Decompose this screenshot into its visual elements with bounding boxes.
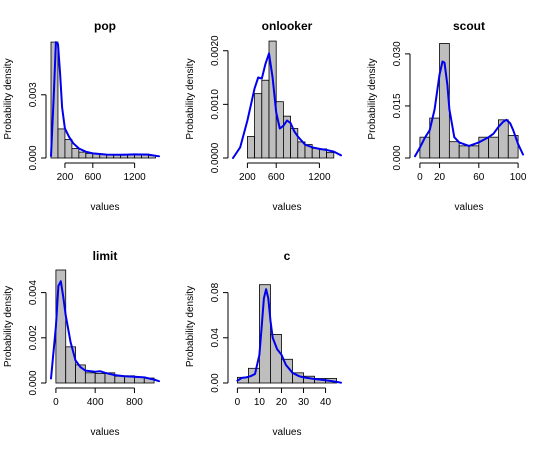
histogram-bar: [94, 373, 106, 384]
x-axis-label: values: [273, 427, 302, 438]
x-axis-label: values: [91, 427, 120, 438]
histogram-bar: [311, 147, 320, 159]
histogram-bar: [281, 358, 293, 384]
density-curve: [232, 52, 342, 159]
y-axis-label: Probability density: [185, 58, 196, 139]
panel-pop: pop 200 600 1200 0.000 0.003 values Probability…: [3, 19, 160, 213]
histogram-bar: [84, 372, 96, 384]
x-tick-label: 1200: [308, 172, 331, 183]
x-tick-label: 20: [434, 172, 446, 183]
panel-scout: scout 0 20 60 100 0.000 0.015 0.030 values Probab…: [367, 19, 527, 213]
x-tick-label: 40: [320, 397, 332, 408]
histogram-bar: [458, 145, 470, 159]
y-tick-label: 0.0000: [210, 142, 221, 173]
histogram-bar: [114, 375, 126, 384]
density-curve: [50, 280, 160, 383]
histogram-bar: [488, 136, 499, 159]
chart-title: limit: [93, 249, 118, 263]
panel-onlooker: onlooker 200 600 1200 0.0000 0.0010 0.0020 valu…: [185, 19, 342, 213]
x-tick-label: 20: [276, 397, 288, 408]
histogram-bar: [57, 128, 66, 159]
histogram-bar: [246, 136, 255, 159]
x-tick-label: 10: [254, 397, 266, 408]
histogram-bar: [507, 135, 519, 159]
y-tick-label: 0.08: [210, 282, 221, 302]
histogram-bar: [448, 141, 460, 159]
y-tick-label: 0.030: [392, 41, 403, 66]
histogram-bar: [275, 101, 284, 159]
y-tick-label: 0.0010: [210, 89, 221, 120]
x-axis-label: values: [455, 202, 484, 213]
histogram-bar: [270, 334, 282, 384]
histogram-bar: [254, 93, 263, 159]
y-tick-label: 0.003: [28, 82, 39, 107]
x-tick-label: 60: [473, 172, 485, 183]
x-tick-label: 100: [510, 172, 527, 183]
x-tick-label: 1200: [123, 172, 146, 183]
x-tick-label: 0: [417, 172, 423, 183]
chart-title: pop: [94, 19, 116, 33]
x-tick-label: 0: [53, 397, 59, 408]
x-axis-label: values: [91, 202, 120, 213]
y-tick-label: 0.00: [210, 373, 221, 393]
x-tick-label: 200: [239, 172, 256, 183]
histogram-bar: [326, 152, 335, 159]
chart-title: scout: [453, 19, 485, 33]
chart-title: onlooker: [262, 19, 313, 33]
y-axis-label: Probability density: [3, 286, 14, 367]
y-tick-label: 0.000: [28, 145, 39, 170]
histogram-bar: [419, 136, 431, 159]
y-tick-label: 0.000: [28, 370, 39, 395]
histogram-bar: [64, 139, 73, 159]
density-curve: [414, 60, 524, 158]
x-tick-label: 30: [298, 397, 310, 408]
histogram-bar: [259, 284, 271, 384]
panel-c: c 0 10 20 30 40 0.00 0.04 0.08 values Probability …: [185, 249, 342, 438]
panel-limit: limit 0 400 800 0.000 0.002 0.004 values Probabi…: [3, 249, 160, 438]
x-tick-label: 200: [57, 172, 74, 183]
y-tick-label: 0.0020: [210, 35, 221, 66]
histogram-bar: [71, 148, 80, 159]
density-curve: [236, 288, 342, 384]
y-tick-label: 0.04: [210, 328, 221, 348]
y-tick-label: 0.000: [392, 145, 403, 170]
x-tick-label: 0: [235, 397, 241, 408]
y-tick-label: 0.002: [28, 325, 39, 350]
x-tick-label: 600: [268, 172, 285, 183]
histogram-bar: [261, 79, 270, 159]
y-tick-label: 0.015: [392, 93, 403, 118]
y-tick-label: 0.004: [28, 280, 39, 305]
chart-title: c: [284, 249, 291, 263]
density-curve: [50, 41, 160, 158]
histogram-bar: [268, 40, 277, 159]
x-axis-label: values: [273, 202, 302, 213]
x-tick-label: 600: [84, 172, 101, 183]
y-axis-label: Probability density: [3, 58, 14, 139]
y-axis-label: Probability density: [185, 286, 196, 367]
histogram-bar: [78, 151, 87, 159]
x-tick-label: 400: [87, 397, 104, 408]
y-axis-label: Probability density: [367, 58, 378, 139]
histogram-bar: [468, 145, 480, 159]
x-tick-label: 800: [126, 397, 143, 408]
